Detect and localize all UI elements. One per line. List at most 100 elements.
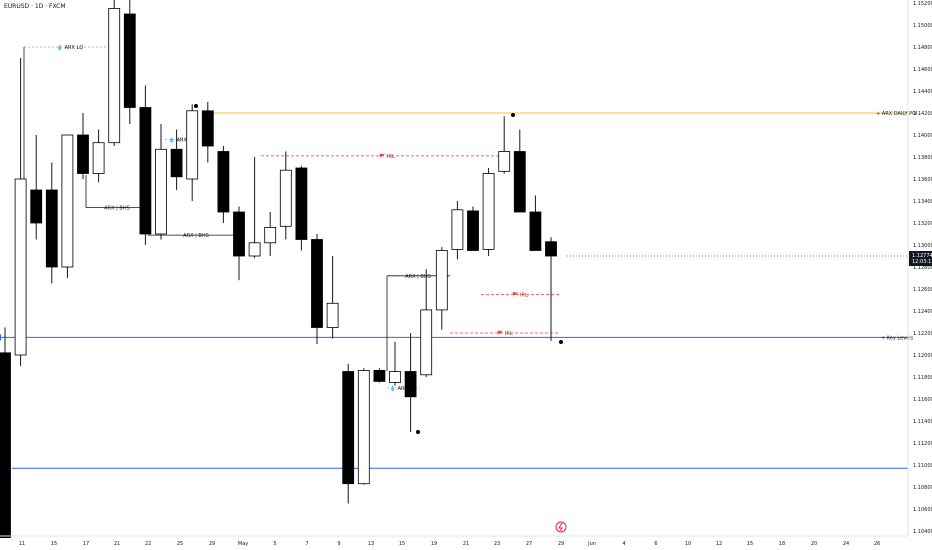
candle[interactable] xyxy=(155,124,167,240)
time-tick-label: 11 xyxy=(19,541,25,547)
swing-low-dot[interactable] xyxy=(416,430,420,434)
event-marker-ring xyxy=(555,521,567,533)
candle-body xyxy=(529,211,542,251)
candle[interactable] xyxy=(373,368,386,383)
candle-body xyxy=(482,173,495,250)
structure-label: ARX | BHS xyxy=(104,206,130,212)
candle[interactable] xyxy=(389,341,401,386)
price-tick-label: 1.14400 xyxy=(913,89,932,95)
price-tick-label: 1.15200 xyxy=(913,1,932,7)
time-tick-label: 24 xyxy=(843,541,849,547)
candle[interactable] xyxy=(233,206,245,281)
candle[interactable] xyxy=(545,237,557,341)
candle[interactable] xyxy=(30,135,43,240)
structure-label: ARX | BHS xyxy=(405,274,431,280)
price-tick-label: 1.10600 xyxy=(913,507,932,513)
candle[interactable] xyxy=(139,85,152,246)
candle[interactable] xyxy=(201,102,214,163)
irl-label: 🚩 IRL xyxy=(512,292,528,299)
candle[interactable] xyxy=(77,113,89,179)
price-tick-label: 1.12000 xyxy=(913,353,932,359)
candle-body xyxy=(451,209,464,250)
candle-body xyxy=(14,178,27,356)
liquidity-label: 💧 ARX LQ xyxy=(390,385,417,392)
swing-low-dot[interactable] xyxy=(559,340,563,344)
candle-body xyxy=(123,13,136,108)
event-marker-icon[interactable] xyxy=(555,521,567,533)
time-tick-label: 29 xyxy=(209,541,215,547)
candle[interactable] xyxy=(217,146,230,223)
price-tick-label: 1.10800 xyxy=(913,485,932,491)
irl-label: 🚩 IRL xyxy=(379,153,395,160)
time-tick-label: May xyxy=(238,541,248,547)
current-price-tag[interactable] xyxy=(909,251,932,266)
candle-body xyxy=(170,148,183,178)
time-tick-label: 15 xyxy=(747,541,753,547)
candle[interactable] xyxy=(279,151,292,240)
time-tick-label: 4 xyxy=(622,541,625,547)
candle[interactable] xyxy=(482,168,495,256)
time-tick-label: 19 xyxy=(431,541,437,547)
time-tick-label: 26 xyxy=(874,541,880,547)
candle[interactable] xyxy=(170,129,183,191)
time-tick-label: 27 xyxy=(526,541,532,547)
time-tick-label: 7 xyxy=(305,541,308,547)
candle-body xyxy=(311,239,323,328)
candle[interactable] xyxy=(513,129,526,213)
candle-body xyxy=(467,210,479,251)
candle[interactable] xyxy=(45,162,58,284)
candle-body xyxy=(279,169,292,227)
liquidity-label: 💧 ARX LQ xyxy=(57,44,84,51)
candle-body xyxy=(342,371,355,485)
candle[interactable] xyxy=(108,0,121,146)
price-tick-label: 1.13400 xyxy=(913,199,932,205)
candle[interactable] xyxy=(92,129,105,183)
time-tick-label: 5 xyxy=(273,541,276,547)
time-tick-label: 25 xyxy=(177,541,183,547)
irl-label: 🚩 IRL xyxy=(497,330,513,337)
candle[interactable] xyxy=(420,269,433,377)
candle[interactable] xyxy=(248,157,261,259)
candle-body xyxy=(61,134,74,268)
symbol-title: EURUSD · 1D · FXCM xyxy=(4,3,66,10)
candle-body xyxy=(435,250,448,311)
candle[interactable] xyxy=(264,212,277,256)
candle[interactable] xyxy=(342,363,355,504)
candle[interactable] xyxy=(295,165,308,251)
candle[interactable] xyxy=(451,201,464,260)
price-tick-label: 1.12400 xyxy=(913,309,932,315)
candle[interactable] xyxy=(467,206,479,251)
candle[interactable] xyxy=(404,333,417,432)
candle[interactable] xyxy=(326,256,339,339)
candle-body xyxy=(295,167,308,240)
candle-body xyxy=(0,352,11,538)
swing-high-dot[interactable] xyxy=(511,113,515,117)
candle[interactable] xyxy=(311,234,323,344)
time-tick-label: 10 xyxy=(685,541,691,547)
swing-high-dot[interactable] xyxy=(194,104,198,108)
candle[interactable] xyxy=(14,58,27,366)
time-tick-label: 23 xyxy=(494,541,500,547)
candle-body xyxy=(389,371,401,383)
candle[interactable] xyxy=(357,368,370,485)
candle[interactable] xyxy=(0,327,11,538)
key-level-label: + Key Levels xyxy=(881,335,914,341)
candle[interactable] xyxy=(123,0,136,124)
candle-body xyxy=(217,151,230,213)
candle[interactable] xyxy=(529,195,542,251)
price-tick-label: 1.12600 xyxy=(913,287,932,293)
candle-body xyxy=(545,241,557,257)
time-tick-label: 29 xyxy=(558,541,564,547)
price-tick-label: 1.13000 xyxy=(913,243,932,249)
price-tick-label: 1.14000 xyxy=(913,133,932,139)
candle-body xyxy=(420,309,433,376)
candle[interactable] xyxy=(435,247,448,330)
price-tick-label: 1.13600 xyxy=(913,177,932,183)
candle-body xyxy=(108,8,121,144)
candle[interactable] xyxy=(61,134,74,278)
candle[interactable] xyxy=(186,104,199,201)
candle[interactable] xyxy=(498,116,511,174)
price-tick-label: 1.10400 xyxy=(913,529,932,535)
candle-body xyxy=(498,151,511,172)
